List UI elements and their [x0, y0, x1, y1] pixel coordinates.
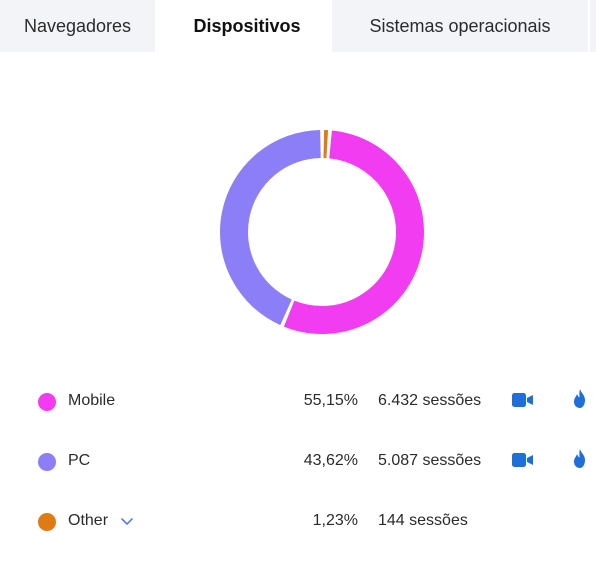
legend-percent: 1,23%	[312, 512, 358, 529]
legend-percent: 55,15%	[303, 392, 358, 409]
legend-percent: 43,62%	[303, 452, 358, 469]
chevron-down-icon[interactable]	[120, 514, 134, 528]
device-donut-chart	[220, 130, 424, 334]
legend-label: Other	[68, 512, 134, 530]
tab-bar: Navegadores Dispositivos Sistemas operac…	[0, 0, 596, 52]
tab-navegadores[interactable]: Navegadores	[0, 0, 155, 52]
mobile-color-dot	[38, 393, 56, 411]
video-camera-icon[interactable]	[512, 391, 534, 409]
tab-overflow-edge	[590, 0, 596, 52]
tab-sistemas-operacionais[interactable]: Sistemas operacionais	[332, 0, 588, 52]
legend-row-pc[interactable]: PC 43,62% 5.087 sessões	[0, 442, 596, 482]
legend-sessions: 6.432 sessões	[378, 392, 482, 409]
legend-sessions: 144 sessões	[378, 512, 468, 529]
legend-label: PC	[68, 452, 91, 469]
legend-sessions: 5.087 sessões	[378, 452, 482, 469]
tab-dispositivos[interactable]: Dispositivos	[166, 0, 328, 52]
flame-icon[interactable]	[571, 388, 589, 410]
flame-icon[interactable]	[571, 448, 589, 470]
video-camera-icon[interactable]	[512, 451, 534, 469]
donut-slice-pc[interactable]	[220, 130, 322, 326]
legend-row-other[interactable]: Other 1,23% 144 sessões	[0, 502, 596, 542]
legend-row-mobile[interactable]: Mobile 55,15% 6.432 sessões	[0, 382, 596, 422]
donut-slices	[220, 130, 424, 334]
other-color-dot	[38, 513, 56, 531]
pc-color-dot	[38, 453, 56, 471]
donut-slice-mobile[interactable]	[283, 130, 424, 334]
legend-label: Mobile	[68, 392, 116, 409]
